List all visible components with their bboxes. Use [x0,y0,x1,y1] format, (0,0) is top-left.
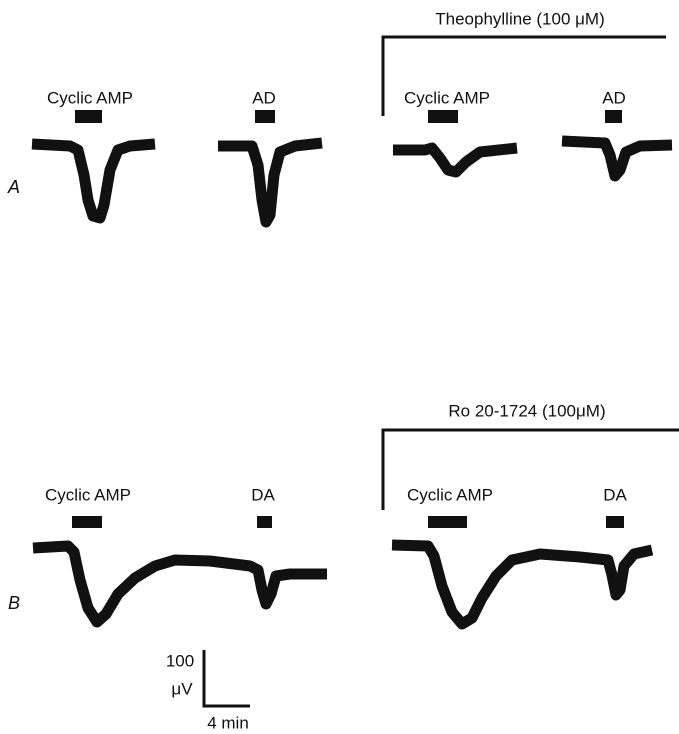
stimulus-label: Cyclic AMP [404,88,490,107]
stimulus-bar [75,110,102,123]
stimulus-label: Cyclic AMP [407,485,493,504]
stimulus-label: AD [252,88,276,107]
stimulus-bar [606,516,624,528]
panel-a: A Theophylline (100 μM) Cyclic AMP AD Cy… [7,9,673,228]
panel-label: B [8,593,20,613]
trace [393,142,518,178]
scale-bar: 100 μV 4 min [166,650,250,732]
scale-lines [202,650,250,708]
treatment-label: Theophylline (100 μM) [435,9,605,28]
amplitude-unit: μV [171,679,193,698]
stimulus-bar [257,516,272,528]
trace [561,135,673,182]
time-label: 4 min [207,713,249,732]
stimulus-label: Cyclic AMP [47,88,133,107]
stimulus-label: Cyclic AMP [45,485,131,504]
trace [31,138,156,224]
trace [218,137,323,228]
stimulus-label: DA [603,485,627,504]
panel-label: A [7,177,20,197]
stimulus-bar [428,110,458,123]
panel-b: B Ro 20-1724 (100μM) Cyclic AMP DA Cycli… [8,401,679,630]
stimulus-bar [605,110,622,123]
stimulus-label: AD [602,88,626,107]
stimulus-bar [428,516,467,528]
trace [32,540,327,628]
treatment-bracket [381,428,679,510]
treatment-bracket [381,35,666,116]
stimulus-label: DA [251,485,275,504]
trace [391,539,654,630]
stimulus-bar [255,110,275,123]
amplitude-label: 100 [166,651,194,670]
stimulus-bar [72,516,102,528]
treatment-label: Ro 20-1724 (100μM) [448,401,605,420]
